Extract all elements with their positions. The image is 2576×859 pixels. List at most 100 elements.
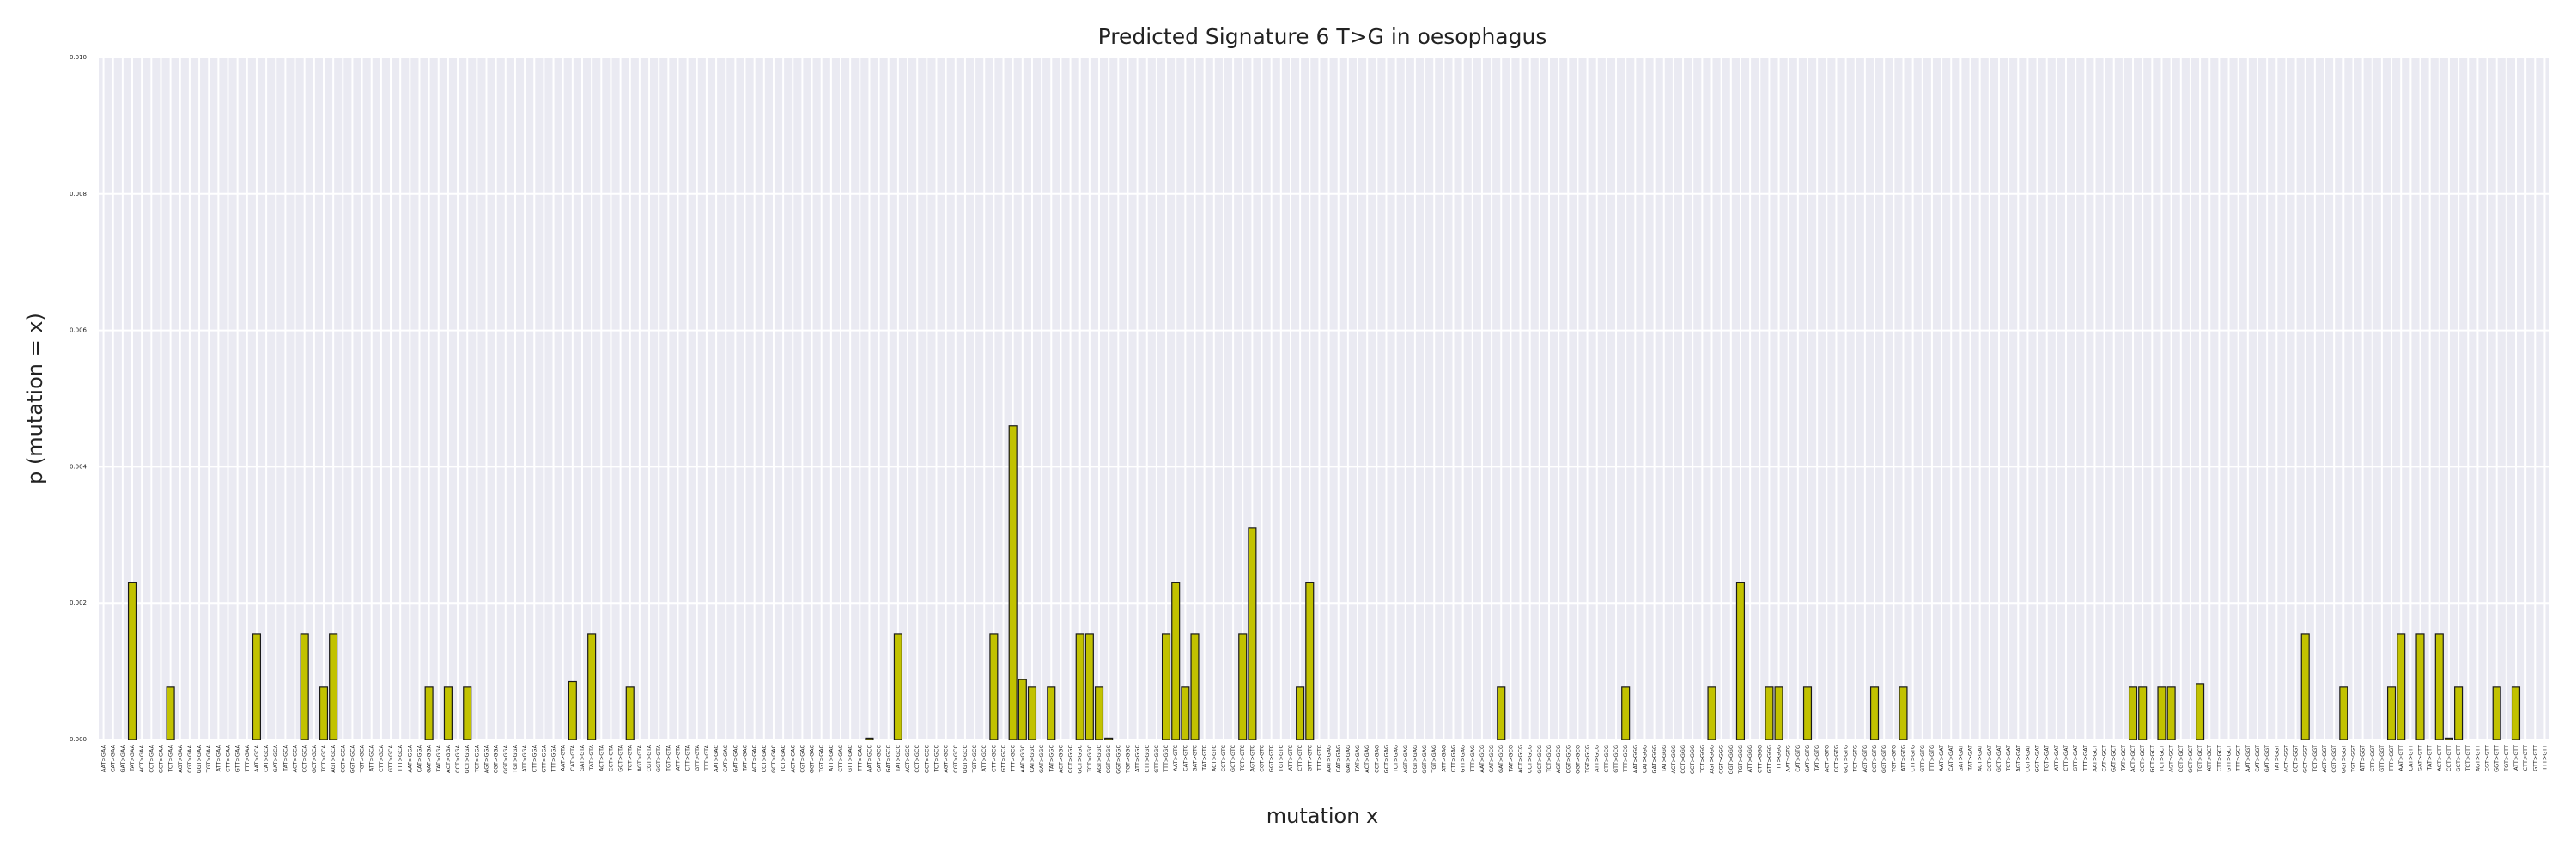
x-tick-label: AAT>GAG — [1326, 745, 1333, 772]
x-tick-label: TCT>GCC — [933, 745, 939, 773]
x-tick-label: TAT>GCG — [1507, 745, 1514, 772]
x-tick-label: AGT>GGC — [1096, 745, 1103, 774]
bar — [893, 633, 902, 740]
x-tick-label: TTT>GGT — [2388, 745, 2395, 772]
x-tick-label: GAT>GTT — [2416, 745, 2423, 771]
x-tick-label: CAT>GAT — [1947, 745, 1954, 771]
x-tick-label: GGT>GCC — [962, 745, 969, 774]
x-tick-label: CAT>GCC — [876, 745, 883, 772]
x-tick-label: TCT>GAT — [2005, 745, 2012, 772]
x-tick-label: AAT>GGA — [406, 744, 413, 772]
x-tick-label: ATT>GGG — [1747, 745, 1753, 772]
x-tick-label: TCT>GCT — [2158, 745, 2165, 772]
x-tick-label: GGT>GCG — [1574, 745, 1581, 774]
x-tick-label: AGT>GGA — [483, 744, 490, 773]
x-tick-label: TTT>GCG — [1622, 745, 1629, 773]
bar — [1238, 633, 1248, 740]
x-tick-label: TAT>GTA — [588, 744, 595, 771]
x-tick-label: ATT>GCA — [368, 744, 375, 771]
x-tick-label: AAT>GCG — [1479, 745, 1485, 773]
x-tick-label: GTT>GGG — [1765, 745, 1772, 773]
bar — [2339, 686, 2348, 740]
x-tick-label: TGT>GTA — [665, 744, 671, 771]
x-tick-label: CTT>GAT — [2063, 745, 2069, 771]
x-tick-label: CCT>GAG — [1373, 745, 1380, 773]
x-tick-label: GCT>GCC — [923, 745, 930, 774]
x-tick-label: TAT>GTT — [2427, 745, 2433, 771]
x-tick-label: AGT>GAC — [789, 745, 796, 773]
bar — [2415, 633, 2425, 740]
x-tick-label: CCT>GGT — [2293, 745, 2300, 772]
x-tick-label: CAT>GAA — [110, 744, 117, 772]
x-tick-label: CCT>GTC — [1220, 745, 1227, 772]
x-tick-label: TTT>GGA — [550, 744, 557, 772]
x-tick-label: AGT>GTT — [2474, 745, 2481, 771]
bar — [166, 686, 175, 740]
x-tick-label: GTT>GAT — [2072, 745, 2079, 771]
x-tick-label: GCT>GAC — [770, 745, 777, 773]
x-tick-label: CGT>GAT — [2024, 745, 2031, 772]
x-tick-label: TTT>GTA — [703, 744, 710, 771]
x-tick-label: CCT>GTT — [2445, 745, 2452, 771]
x-tick-label: TAT>GAT — [1967, 745, 1974, 771]
bar — [1181, 686, 1190, 740]
bar — [463, 686, 472, 740]
x-tick-label: GAT>GTG — [1804, 745, 1811, 772]
x-tick-label: CGT>GAA — [186, 744, 193, 772]
y-tick-label: 0.006 — [70, 327, 88, 334]
bar — [1899, 686, 1908, 740]
bar — [1248, 527, 1257, 740]
x-tick-label: ACT>GGG — [1670, 745, 1677, 773]
x-tick-label: CTT>GGC — [1144, 745, 1151, 773]
x-tick-label: TCT>GGA — [473, 744, 480, 773]
x-tick-label: AGT>GAG — [1402, 745, 1409, 773]
x-tick-label: CCT>GCG — [1527, 745, 1534, 773]
x-tick-label: AAT>GTT — [2397, 745, 2404, 771]
x-tick-label: TGT>GAG — [1431, 745, 1437, 774]
x-tick-label: GTT>GTC — [1306, 745, 1313, 771]
x-tick-label: TCT>GGC — [1086, 745, 1093, 774]
x-tick-label: GGT>GTC — [1268, 745, 1275, 773]
x-tick-label: GAT>GAA — [119, 744, 126, 772]
x-tick-label: GAT>GTC — [1191, 745, 1198, 772]
x-tick-label: CGT>GGG — [1718, 745, 1725, 774]
x-tick-label: CCT>GTG — [1832, 745, 1839, 772]
x-tick-label: AGT>GCC — [943, 745, 950, 773]
x-tick-label: TTT>GAC — [856, 745, 863, 772]
x-tick-label: TGT>GGG — [1737, 745, 1744, 774]
x-tick-label: TAT>GAC — [742, 745, 749, 772]
x-tick-label: CAT>GCG — [1488, 745, 1495, 773]
x-tick-label: CAT>GTA — [569, 744, 576, 771]
x-tick-label: TTT>GTT — [2541, 745, 2548, 771]
x-tick-label: TGT>GAA — [205, 744, 212, 773]
x-tick-label: AAT>GGC — [1019, 745, 1026, 773]
x-tick-label: GCT>GTT — [2455, 745, 2462, 772]
x-tick-label: GCT>GGA — [464, 744, 471, 773]
x-tick-label: GGT>GGT — [2340, 745, 2347, 773]
bar — [625, 686, 635, 740]
y-axis-label: p (mutation = x) — [23, 313, 47, 484]
x-tick-label: AGT>GAT — [2014, 745, 2021, 772]
x-tick-label: TTT>GGC — [1163, 745, 1170, 773]
x-tick-label: AAT>GAT — [1938, 745, 1945, 771]
x-tick-label: GTT>GTT — [2531, 745, 2538, 771]
x-tick-label: CTT>GGG — [1756, 745, 1763, 773]
x-tick-label: CAT>GAC — [722, 745, 729, 772]
x-tick-label: GCT>GTG — [1843, 745, 1850, 773]
x-tick-label: AAT>GTA — [560, 744, 567, 771]
x-tick-label: GTT>GCT — [2226, 745, 2233, 772]
bar — [1802, 686, 1813, 740]
x-tick-label: TCT>GTT — [2464, 745, 2471, 771]
bar — [1497, 686, 1506, 740]
x-tick-label: GGT>GGA — [502, 744, 509, 773]
x-tick-label: CGT>GTA — [646, 744, 653, 771]
x-tick-label: TGT>GTG — [1890, 745, 1897, 773]
bar — [2444, 737, 2454, 740]
x-tick-label: CCT>GTA — [607, 744, 614, 771]
bar — [2454, 686, 2464, 740]
x-tick-label: GAT>GCG — [1498, 745, 1504, 773]
x-tick-label: ACT>GCA — [292, 744, 299, 772]
x-tick-label: GTT>GGA — [540, 744, 547, 772]
